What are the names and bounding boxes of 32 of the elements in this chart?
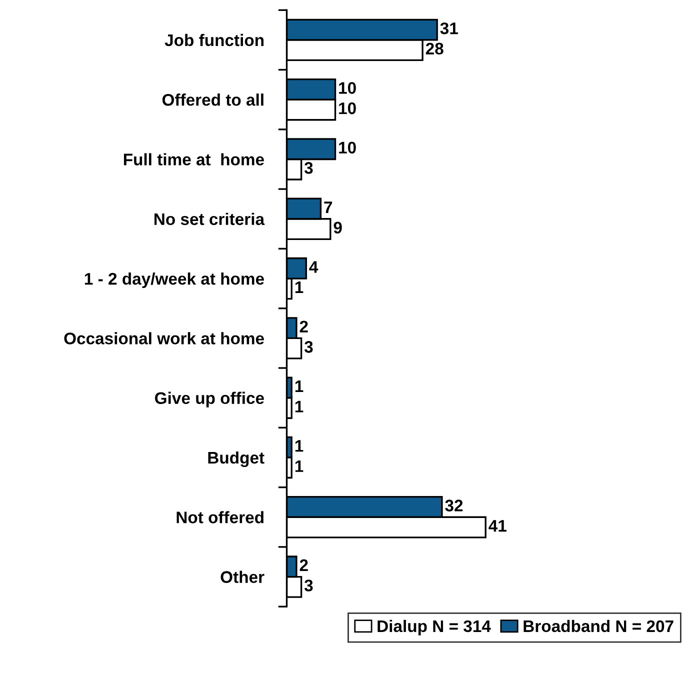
legend-label: Broadband N = 207 xyxy=(524,620,674,632)
data-label: 7 xyxy=(324,202,332,214)
y-tick-label: Budget xyxy=(208,451,264,468)
data-label: 3 xyxy=(304,580,313,592)
data-label: 2 xyxy=(300,559,308,571)
data-label: 1 xyxy=(295,282,304,293)
y-tick-label: 1 - 2 day/week at home xyxy=(84,272,264,288)
legend-label: Dialup N = 314 xyxy=(378,620,491,636)
y-tick-label: Offered to all xyxy=(162,94,264,106)
data-label: 3 xyxy=(304,162,313,174)
data-label: 28 xyxy=(426,42,444,55)
data-label: 31 xyxy=(440,22,458,34)
y-tick-label: Job function xyxy=(164,34,264,46)
y-tick-label: No set criteria xyxy=(154,212,265,226)
data-label: 10 xyxy=(339,102,356,114)
data-label: 1 xyxy=(295,380,304,392)
data-label: 3 xyxy=(304,340,313,353)
data-label: 9 xyxy=(334,222,342,234)
data-label: 1 xyxy=(295,440,304,452)
data-label: 41 xyxy=(488,520,506,532)
data-label: 2 xyxy=(300,320,308,332)
data-label: 1 xyxy=(295,460,304,472)
data-label: 10 xyxy=(339,142,356,154)
data-label: 4 xyxy=(309,261,318,273)
data-label: 10 xyxy=(339,82,356,94)
y-tick-label: Give up office xyxy=(155,392,264,408)
y-tick-label: Full time at home xyxy=(124,153,264,166)
data-label: 32 xyxy=(445,500,463,512)
y-tick-label: Occasional work at home xyxy=(64,332,264,344)
y-tick-label: Other xyxy=(220,570,264,583)
y-tick-label: Not offered xyxy=(176,511,264,524)
data-label: 1 xyxy=(295,400,304,412)
